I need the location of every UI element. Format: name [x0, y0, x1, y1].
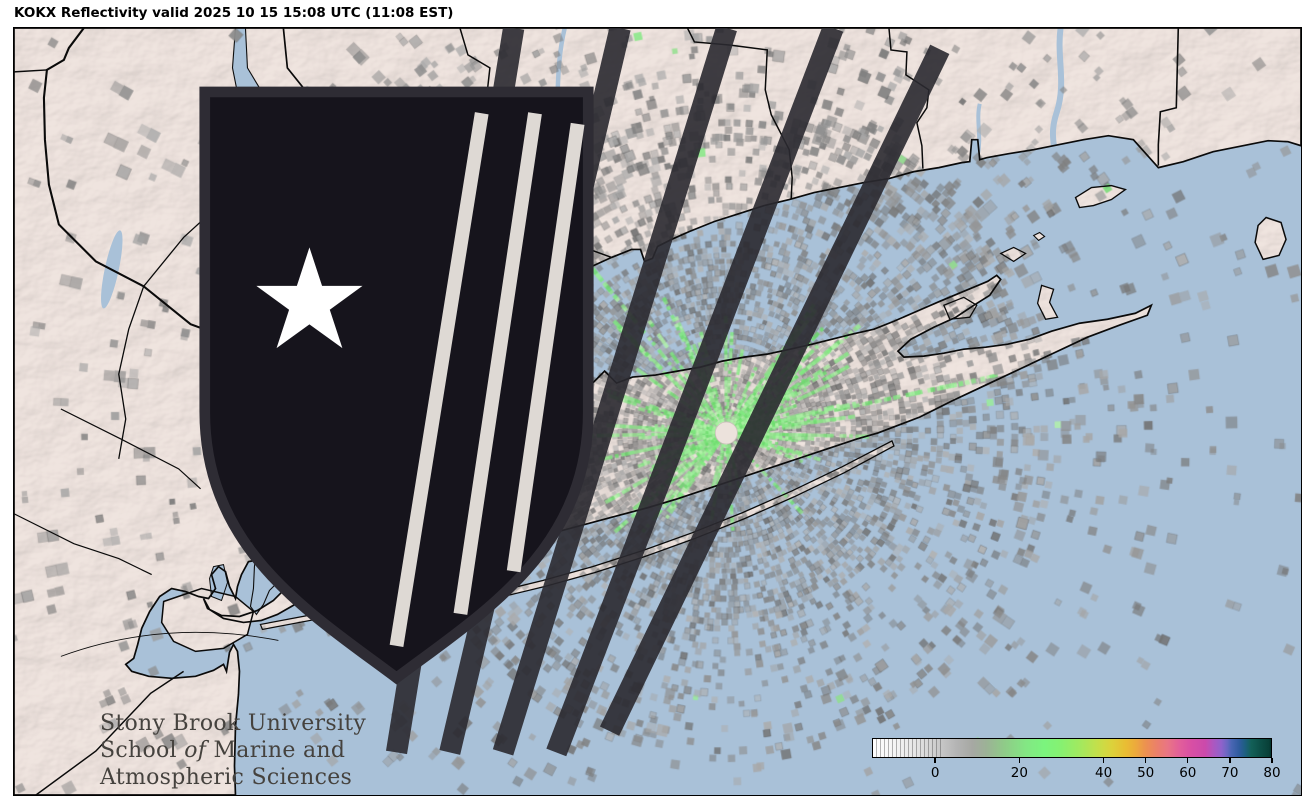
logo-text-block: Stony Brook University School of Marine … — [100, 710, 366, 791]
colorbar-tick-label: 80 — [1263, 765, 1281, 781]
page-title: KOKX Reflectivity valid 2025 10 15 15:08… — [14, 5, 454, 21]
colorbar-tick — [1187, 758, 1189, 763]
shield-star-icon: ★ — [247, 219, 371, 381]
map-frame: ★ Stony Brook University School of Marin… — [13, 27, 1302, 796]
colorbar-tick-label: 0 — [930, 765, 940, 781]
shield-icon — [199, 86, 594, 685]
colorbar-tick — [1229, 758, 1231, 763]
colorbar-tick-label: 40 — [1094, 765, 1113, 781]
colorbar-tick — [1102, 758, 1105, 763]
colorbar-gradient — [872, 738, 1272, 758]
colorbar-tick — [1144, 758, 1147, 763]
radar-site-marker — [715, 421, 738, 445]
boundary-lines-svg — [14, 28, 1301, 795]
colorbar-tick — [934, 758, 936, 763]
colorbar-tick-label: 60 — [1179, 765, 1197, 781]
colorbar-tick-label: 20 — [1010, 765, 1028, 781]
colorbar-tick — [1271, 758, 1273, 763]
logo-line-2: School of Marine and — [100, 738, 346, 763]
colorbar-discrete-steps — [873, 739, 943, 757]
colorbar-tick-label: 50 — [1137, 765, 1155, 781]
logo-line-3: Atmospheric Sciences — [100, 765, 353, 790]
colorbar-tick — [1018, 758, 1021, 763]
logo-line-1: Stony Brook University — [100, 711, 367, 736]
shield-inner-rays — [389, 112, 585, 647]
reflectivity-colorbar: 0 20 40 50 60 70 80 — [872, 738, 1281, 788]
stony-brook-shield-logo: ★ — [199, 28, 950, 757]
colorbar-tick-label: 70 — [1221, 765, 1239, 781]
